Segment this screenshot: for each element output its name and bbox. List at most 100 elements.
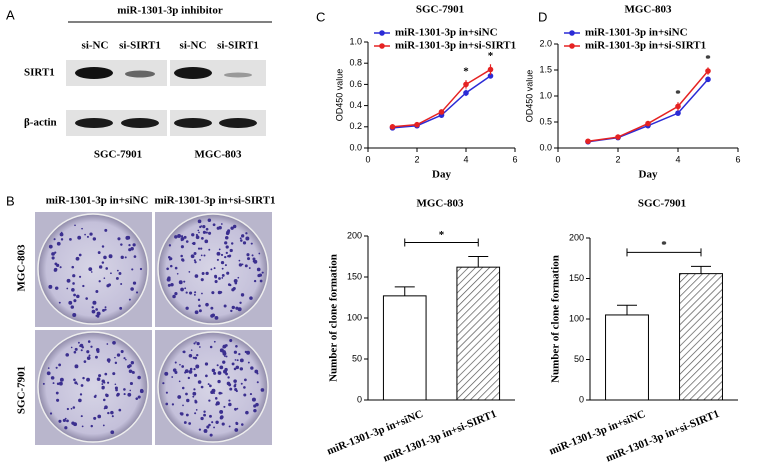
chart-title: SGC-7901 <box>638 198 686 210</box>
colony-dot <box>184 371 187 374</box>
colony-dot <box>107 381 110 384</box>
colony-dot <box>235 422 239 426</box>
colony-dot <box>101 245 105 248</box>
plate <box>37 213 149 325</box>
colony-dot <box>48 244 53 249</box>
colony-dot <box>233 278 238 283</box>
colony-dot <box>178 280 183 285</box>
colony-dot <box>194 310 199 315</box>
colony-dot <box>91 306 94 309</box>
colony-dot <box>107 411 110 415</box>
colony-dot <box>233 367 237 371</box>
colony-dot <box>166 267 169 271</box>
colony-dot <box>245 236 250 241</box>
colony-dot <box>195 341 197 343</box>
y-axis-label: OD450 value <box>334 69 344 122</box>
panel-label: C <box>316 9 325 24</box>
colony-dot <box>194 274 199 278</box>
legend-marker <box>379 30 385 36</box>
colony-dot <box>131 268 134 271</box>
y-tick-label: 100 <box>347 312 362 322</box>
colony-dot <box>55 391 59 395</box>
y-axis-label: Number of clone formation <box>328 254 340 382</box>
colony-dot <box>60 238 64 241</box>
colony-dot <box>241 423 244 426</box>
colony-dot <box>102 308 105 312</box>
colony-dot <box>201 271 205 275</box>
colony-dot <box>66 278 71 283</box>
colony-dot <box>53 238 56 241</box>
colony-dot <box>51 256 55 260</box>
colony-dot <box>71 265 75 269</box>
colony-dot <box>258 252 261 255</box>
colony-dot <box>53 268 58 272</box>
colony-dot <box>209 414 212 418</box>
colony-dot <box>221 274 225 277</box>
colony-dot <box>78 275 82 278</box>
colony-dot <box>123 357 126 360</box>
colony-dot <box>238 263 243 267</box>
y-tick-label: 1.0 <box>349 36 362 46</box>
colony-dot <box>130 287 134 291</box>
colony-dot <box>244 378 247 382</box>
colony-dot <box>197 298 201 302</box>
x-tick-label: 0 <box>365 154 370 164</box>
legend-marker <box>569 30 575 36</box>
colony-dot <box>188 422 192 425</box>
colony-dot <box>172 294 176 299</box>
colony-dot <box>196 353 199 357</box>
colony-dot <box>253 279 257 283</box>
colony-dot <box>207 383 210 386</box>
colony-dot <box>228 383 232 387</box>
colony-dot <box>180 254 183 258</box>
colony-dot <box>199 346 201 348</box>
colony-dot <box>216 226 220 230</box>
colony-dot <box>230 226 234 230</box>
colony-dot <box>51 252 55 256</box>
colony-dot <box>221 422 225 426</box>
colony-dot <box>72 406 76 409</box>
y-tick-label: 0.5 <box>539 116 552 126</box>
colony-dot <box>123 388 126 391</box>
colony-dot <box>209 345 213 349</box>
colony-dot <box>205 231 208 234</box>
colony-dot <box>108 254 113 259</box>
colony-dot <box>225 235 229 240</box>
colony-dot <box>234 407 237 411</box>
colony-dot <box>204 362 209 366</box>
colony-dot <box>115 276 119 280</box>
colony-dot <box>96 350 100 354</box>
colony-dot <box>65 353 70 357</box>
colony-dot <box>174 292 178 296</box>
colony-dot <box>218 277 221 280</box>
colony-dot <box>125 358 127 361</box>
colony-dot <box>198 428 202 431</box>
colony-dot <box>189 291 193 295</box>
colony-dot <box>86 377 90 382</box>
colony-dot <box>104 228 108 232</box>
colony-dot <box>233 379 237 383</box>
colony-dot <box>174 361 177 364</box>
point <box>645 120 651 127</box>
colony-dot <box>193 342 196 345</box>
colony-dot <box>198 231 200 234</box>
colony-dot <box>179 363 181 366</box>
colony-dot <box>229 339 233 343</box>
colony-dot <box>214 279 218 284</box>
colony-dot <box>200 254 203 257</box>
y-tick-label: 50 <box>352 353 362 363</box>
colony-dot <box>93 416 97 420</box>
colony-dot <box>189 367 193 371</box>
colony-dot <box>237 307 242 312</box>
colony-dot <box>245 410 249 415</box>
colony-dot <box>82 376 85 380</box>
colony-dot <box>194 291 197 294</box>
colony-dot <box>77 235 82 240</box>
colony-dot <box>220 260 225 265</box>
colony-dot <box>105 393 108 397</box>
colony-dot <box>112 372 116 376</box>
colony-dot <box>198 309 202 313</box>
colony-dot <box>209 433 213 437</box>
colony-dot <box>229 248 233 253</box>
